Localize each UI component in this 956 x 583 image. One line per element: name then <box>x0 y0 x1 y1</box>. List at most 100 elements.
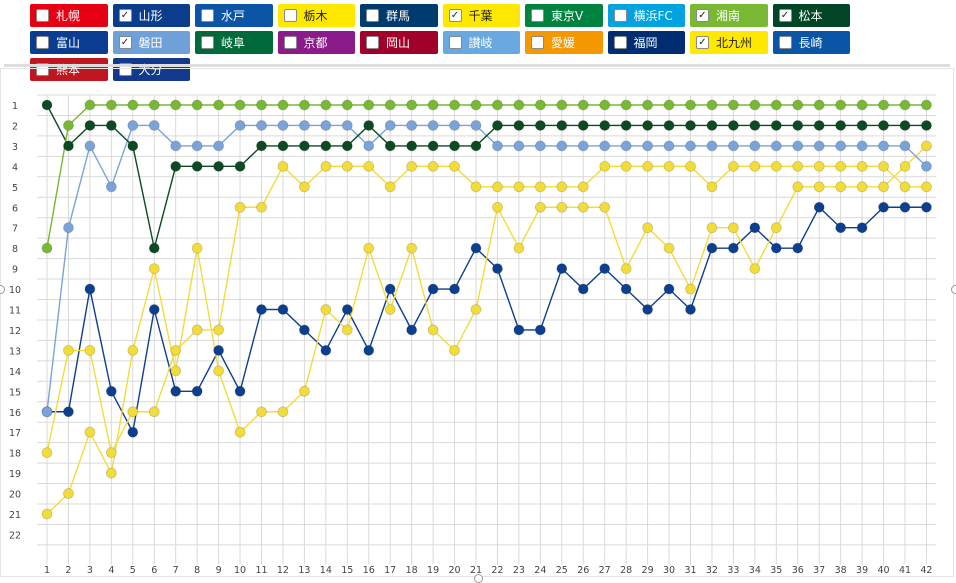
data-point[interactable] <box>449 140 460 152</box>
data-point[interactable] <box>728 140 739 152</box>
data-point[interactable] <box>127 99 139 111</box>
data-point[interactable] <box>191 242 203 254</box>
team-toggle[interactable]: 長崎 <box>772 31 850 54</box>
data-point[interactable] <box>63 344 74 356</box>
data-point[interactable] <box>878 120 889 131</box>
data-point[interactable] <box>856 120 868 131</box>
data-point[interactable] <box>749 222 761 234</box>
data-point[interactable] <box>577 120 589 131</box>
data-point[interactable] <box>105 385 117 397</box>
data-point[interactable] <box>577 181 589 193</box>
team-checkbox[interactable] <box>201 9 214 22</box>
data-point[interactable] <box>148 263 160 275</box>
data-point[interactable] <box>170 365 182 377</box>
data-point[interactable] <box>320 99 332 111</box>
data-point[interactable] <box>105 99 117 111</box>
data-point[interactable] <box>363 120 375 131</box>
data-point[interactable] <box>792 99 804 111</box>
data-point[interactable] <box>427 324 439 336</box>
data-point[interactable] <box>599 120 611 131</box>
data-point[interactable] <box>406 99 418 111</box>
data-point[interactable] <box>234 99 246 111</box>
data-point[interactable] <box>921 120 932 131</box>
data-point[interactable] <box>427 160 439 172</box>
data-point[interactable] <box>427 120 439 131</box>
team-toggle[interactable]: ✓ 磐田 <box>112 31 190 54</box>
data-point[interactable] <box>234 201 246 213</box>
data-point[interactable] <box>234 160 246 172</box>
data-point[interactable] <box>770 140 782 152</box>
data-point[interactable] <box>256 99 267 111</box>
data-point[interactable] <box>770 99 782 111</box>
data-point[interactable] <box>642 304 653 315</box>
data-point[interactable] <box>706 140 718 152</box>
data-point[interactable] <box>620 160 632 172</box>
data-point[interactable] <box>127 120 139 131</box>
data-point[interactable] <box>835 160 847 172</box>
data-point[interactable] <box>770 242 782 254</box>
data-point[interactable] <box>256 406 267 418</box>
team-toggle[interactable]: 東京V <box>525 4 603 27</box>
team-toggle[interactable]: 群馬 <box>360 4 438 27</box>
data-point[interactable] <box>341 324 353 336</box>
data-point[interactable] <box>470 99 482 111</box>
team-checkbox[interactable]: ✓ <box>118 9 132 22</box>
data-point[interactable] <box>384 140 396 152</box>
data-point[interactable] <box>256 140 267 152</box>
data-point[interactable] <box>663 120 675 131</box>
team-toggle[interactable]: 栃木 <box>277 4 355 27</box>
data-point[interactable] <box>663 242 675 254</box>
data-point[interactable] <box>856 181 868 193</box>
data-point[interactable] <box>813 201 825 213</box>
data-point[interactable] <box>470 120 482 131</box>
data-point[interactable] <box>899 140 911 152</box>
data-point[interactable] <box>513 140 525 152</box>
data-point[interactable] <box>878 140 889 152</box>
team-toggle[interactable]: 讃岐 <box>442 31 520 54</box>
data-point[interactable] <box>599 201 611 213</box>
data-point[interactable] <box>599 263 611 275</box>
data-point[interactable] <box>556 181 568 193</box>
data-point[interactable] <box>41 242 53 254</box>
data-point[interactable] <box>577 99 589 111</box>
data-point[interactable] <box>878 160 889 172</box>
data-point[interactable] <box>105 181 117 193</box>
data-point[interactable] <box>406 120 418 131</box>
data-point[interactable] <box>577 140 589 152</box>
data-point[interactable] <box>213 99 225 111</box>
data-point[interactable] <box>706 222 718 234</box>
data-point[interactable] <box>213 324 225 336</box>
data-point[interactable] <box>620 99 632 111</box>
data-point[interactable] <box>706 120 718 131</box>
data-point[interactable] <box>749 140 761 152</box>
data-point[interactable] <box>663 140 675 152</box>
team-toggle[interactable]: ✓ 北九州 <box>690 31 768 54</box>
data-point[interactable] <box>406 242 418 254</box>
team-toggle[interactable]: 札幌 <box>30 4 108 27</box>
team-checkbox[interactable]: ✓ <box>696 9 709 22</box>
data-point[interactable] <box>470 140 482 152</box>
team-checkbox[interactable] <box>36 36 49 49</box>
team-checkbox[interactable]: ✓ <box>118 36 132 49</box>
data-point[interactable] <box>620 140 632 152</box>
data-point[interactable] <box>813 181 825 193</box>
data-point[interactable] <box>256 201 267 213</box>
resize-handle-right[interactable] <box>951 285 956 294</box>
data-point[interactable] <box>835 181 847 193</box>
data-point[interactable] <box>277 406 289 418</box>
data-point[interactable] <box>556 263 568 275</box>
data-point[interactable] <box>449 120 460 131</box>
data-point[interactable] <box>191 324 203 336</box>
data-point[interactable] <box>599 99 611 111</box>
data-point[interactable] <box>728 120 739 131</box>
data-point[interactable] <box>298 120 310 131</box>
data-point[interactable] <box>427 99 439 111</box>
data-point[interactable] <box>298 324 310 336</box>
team-toggle[interactable]: 愛媛 <box>525 31 603 54</box>
data-point[interactable] <box>341 160 353 172</box>
data-point[interactable] <box>921 140 932 152</box>
data-point[interactable] <box>534 324 546 336</box>
data-point[interactable] <box>835 140 847 152</box>
team-checkbox[interactable] <box>613 36 627 49</box>
data-point[interactable] <box>878 201 889 213</box>
